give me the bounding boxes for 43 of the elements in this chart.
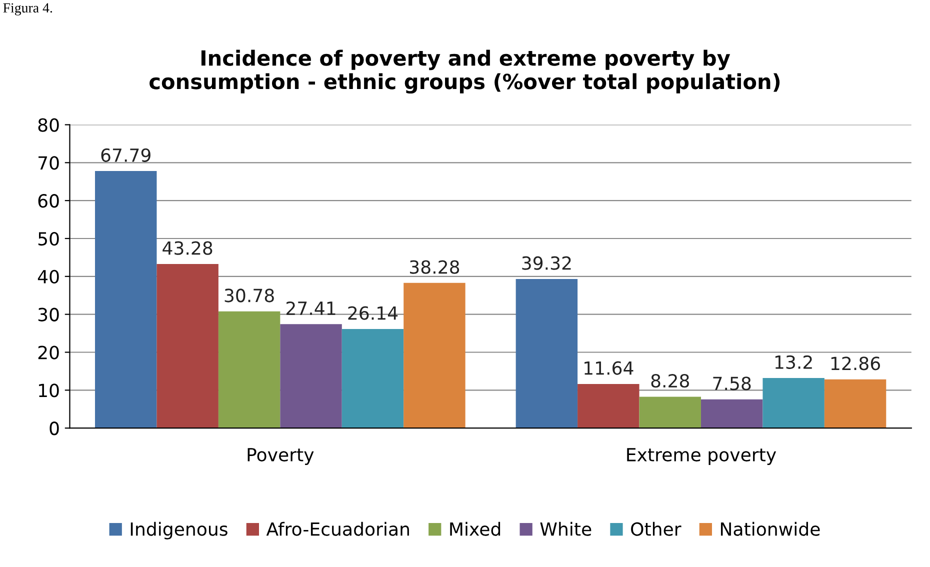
x-tick-label: Extreme poverty: [627, 448, 776, 466]
data-label: 27.41: [286, 301, 336, 315]
y-tick-label: 80: [38, 118, 59, 132]
data-label: 12.86: [831, 356, 880, 370]
data-label: 26.14: [348, 306, 398, 320]
bar: [280, 324, 342, 428]
data-label: 39.32: [522, 256, 571, 270]
bar: [95, 171, 157, 428]
text: Figura 4.: [3, 3, 52, 16]
data-label: 67.79: [101, 148, 150, 162]
bar: [218, 311, 280, 428]
bar: [578, 384, 640, 428]
legend-label: Nationwide: [720, 522, 820, 536]
legend-label: Mixed: [450, 522, 500, 536]
data-label: 43.28: [162, 241, 212, 255]
bar: [824, 379, 886, 428]
bar: [762, 378, 824, 428]
bar: [342, 328, 404, 428]
data-label: 38.28: [410, 260, 460, 274]
chart-title: Incidence of poverty and extreme poverty by consumption - ethnic groups (%over total population): [150, 50, 780, 94]
bar: [516, 278, 578, 428]
x-tick-label: Poverty: [248, 448, 314, 466]
bar: [700, 399, 763, 428]
legend-label: Afro-Ecuadorian: [266, 522, 409, 536]
y-tick-label: 50: [38, 232, 59, 246]
bar: [156, 264, 218, 428]
data-label: 7.58: [713, 376, 751, 390]
data-label: 13.2: [775, 355, 812, 369]
bar: [404, 282, 466, 428]
y-tick-label: 0: [50, 422, 59, 436]
y-tick-label: 60: [38, 194, 59, 208]
legend-label: White: [540, 522, 592, 536]
y-tick-label: 10: [39, 384, 59, 398]
bar: [639, 396, 701, 428]
y-tick-label: 30: [38, 308, 59, 322]
y-tick-label: 40: [38, 270, 59, 284]
data-label: 8.28: [651, 374, 689, 388]
y-tick-label: 70: [38, 156, 59, 170]
legend-label: Other: [631, 522, 682, 536]
legend-label: Indigenous: [130, 522, 228, 540]
data-label: 11.64: [584, 361, 634, 375]
data-label: 30.78: [224, 288, 274, 302]
y-tick-label: 20: [38, 346, 59, 360]
